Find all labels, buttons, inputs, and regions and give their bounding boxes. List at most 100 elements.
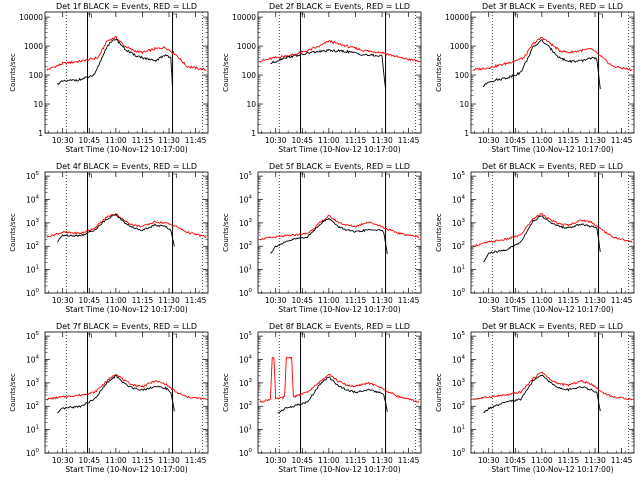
x-axis-label: Start Time (10-Nov-12 10:17:00) [65, 145, 187, 154]
x-tick-label: 10:30 [478, 456, 500, 465]
y-tick-label: 101 [239, 425, 252, 435]
x-tick-label: 10:45 [504, 136, 526, 145]
panel-title: Det 4f BLACK = Events, RED = LLD [56, 162, 197, 171]
events-series-line [483, 38, 601, 90]
x-tick-label: 11:45 [611, 296, 633, 305]
y-tick-label: 101 [239, 265, 252, 275]
y-tick-label: 1 [38, 129, 43, 138]
marker-bracket [87, 333, 92, 338]
y-tick-label: 103 [239, 218, 253, 228]
panel-det-6f: Det 6f BLACK = Events, RED = LLD 100 101 10… [435, 162, 635, 314]
x-tick-label: 11:45 [611, 136, 633, 145]
panel-det-7f: Det 7f BLACK = Events, RED = LLD 100 101 10… [9, 322, 209, 474]
lld-series-line [472, 213, 633, 248]
y-axis-label: Counts/sec [9, 213, 17, 252]
y-tick-label: 101 [452, 425, 465, 435]
x-tick-label: 10:45 [291, 136, 313, 145]
y-tick-label: 1 [464, 129, 469, 138]
y-axis-label: Counts/sec [222, 53, 230, 92]
x-tick-label: 11:30 [158, 136, 180, 145]
panel-det-2f: Det 2f BLACK = Events, RED = LLD 1 10 100 10… [222, 2, 422, 154]
y-tick-label: 10000 [232, 13, 256, 22]
events-series-line [270, 217, 388, 255]
panel-title: Det 1f BLACK = Events, RED = LLD [56, 2, 197, 11]
y-axis-label: Counts/sec [9, 373, 17, 412]
x-tick-label: 10:45 [78, 296, 100, 305]
x-tick-label: 10:30 [478, 136, 500, 145]
x-tick-label: 11:15 [132, 296, 154, 305]
y-tick-label: 10 [33, 100, 43, 109]
marker-bracket [513, 173, 518, 178]
x-axis-label: Start Time (10-Nov-12 10:17:00) [65, 305, 187, 314]
x-axis-label: Start Time (10-Nov-12 10:17:00) [278, 305, 400, 314]
marker-bracket [172, 333, 177, 338]
panel-title: Det 5f BLACK = Events, RED = LLD [269, 162, 410, 171]
y-tick-label: 104 [452, 194, 466, 204]
marker-bracket [513, 333, 518, 338]
plot-frame [257, 171, 422, 294]
x-tick-label: 11:30 [371, 456, 393, 465]
y-tick-label: 105 [26, 331, 40, 341]
x-tick-label: 10:30 [52, 456, 74, 465]
x-tick-label: 11:45 [611, 456, 633, 465]
y-tick-label: 102 [239, 401, 252, 411]
panel-det-8f: Det 8f BLACK = Events, RED = LLD 100 101 10… [222, 322, 422, 474]
x-tick-label: 11:00 [318, 456, 340, 465]
y-tick-label: 10000 [445, 13, 469, 22]
panel-title: Det 3f BLACK = Events, RED = LLD [482, 2, 623, 11]
x-axis-label: Start Time (10-Nov-12 10:17:00) [65, 465, 187, 474]
y-tick-label: 103 [452, 218, 466, 228]
marker-bracket [385, 173, 390, 178]
y-tick-label: 101 [26, 425, 39, 435]
y-tick-label: 105 [452, 331, 466, 341]
y-tick-label: 100 [29, 71, 44, 80]
y-tick-label: 100 [455, 71, 470, 80]
lld-series-line [259, 356, 420, 403]
y-axis-label: Counts/sec [222, 213, 230, 252]
plot-frame [44, 331, 209, 454]
x-tick-label: 11:30 [584, 296, 606, 305]
y-tick-label: 103 [26, 218, 40, 228]
x-tick-label: 11:30 [584, 456, 606, 465]
lld-series-line [46, 373, 207, 401]
x-tick-label: 11:15 [345, 456, 367, 465]
y-axis-label: Counts/sec [435, 53, 443, 92]
y-tick-label: 104 [452, 354, 466, 364]
plot-frame [470, 331, 635, 454]
events-series-line [57, 39, 174, 90]
y-tick-label: 100 [26, 288, 40, 298]
events-series-line [270, 48, 387, 90]
y-tick-label: 100 [452, 288, 466, 298]
marker-bracket [385, 333, 390, 338]
x-tick-label: 10:45 [504, 456, 526, 465]
lld-series-line [46, 212, 207, 239]
x-tick-label: 10:30 [265, 296, 287, 305]
y-tick-label: 104 [26, 194, 40, 204]
panel-title: Det 8f BLACK = Events, RED = LLD [269, 322, 410, 331]
plot-frame [44, 11, 209, 134]
marker-bracket [172, 13, 177, 18]
y-tick-label: 1000 [237, 42, 256, 51]
x-tick-label: 11:30 [371, 136, 393, 145]
x-tick-label: 10:45 [291, 456, 313, 465]
x-tick-label: 11:45 [398, 296, 420, 305]
marker-bracket [87, 13, 92, 18]
events-series-line [277, 376, 388, 414]
y-axis-label: Counts/sec [9, 53, 17, 92]
y-tick-label: 102 [239, 241, 252, 251]
y-tick-label: 1000 [24, 42, 43, 51]
panel-title: Det 6f BLACK = Events, RED = LLD [482, 162, 623, 171]
y-tick-label: 105 [26, 171, 40, 181]
y-tick-label: 103 [452, 378, 466, 388]
y-tick-label: 105 [239, 171, 253, 181]
x-tick-label: 10:30 [52, 296, 74, 305]
y-tick-label: 100 [452, 448, 466, 458]
lld-series-line [259, 39, 420, 63]
x-tick-label: 10:30 [265, 136, 287, 145]
x-tick-label: 11:00 [105, 136, 127, 145]
x-tick-label: 11:15 [345, 296, 367, 305]
y-tick-label: 100 [239, 288, 253, 298]
events-series-line [483, 374, 601, 414]
plot-frame [257, 331, 422, 454]
y-tick-label: 103 [26, 378, 40, 388]
